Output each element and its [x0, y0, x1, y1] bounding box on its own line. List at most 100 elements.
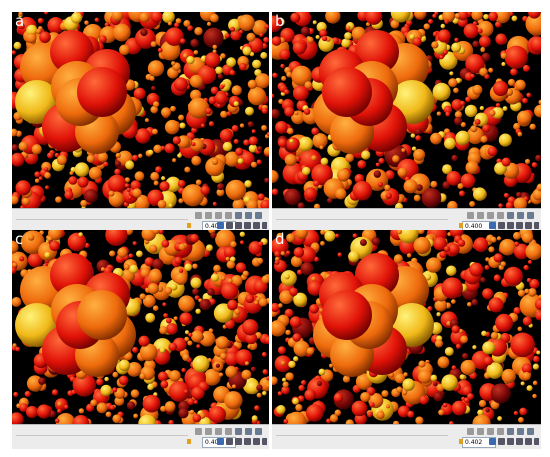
sphere	[485, 257, 490, 262]
sphere	[272, 237, 289, 256]
sphere	[397, 405, 410, 418]
sphere	[210, 232, 217, 239]
sphere	[178, 295, 195, 312]
button[interactable]	[253, 222, 260, 229]
button[interactable]	[534, 222, 539, 229]
sphere	[205, 244, 213, 252]
sphere	[460, 359, 476, 376]
sphere	[504, 45, 528, 69]
sphere	[261, 275, 269, 284]
button[interactable]	[262, 438, 267, 445]
sphere	[97, 151, 109, 163]
sphere	[378, 157, 385, 164]
button[interactable]	[507, 222, 514, 229]
sphere	[402, 390, 408, 396]
button[interactable]	[516, 438, 523, 445]
button[interactable]	[195, 428, 202, 435]
button[interactable]	[217, 438, 224, 445]
sphere	[361, 150, 371, 160]
button[interactable]	[489, 438, 496, 445]
button[interactable]	[477, 428, 484, 435]
button[interactable]	[489, 222, 496, 229]
sphere	[44, 172, 51, 179]
button[interactable]	[497, 212, 504, 219]
button[interactable]	[498, 438, 505, 445]
sphere	[517, 289, 526, 297]
sphere	[171, 61, 176, 66]
button[interactable]	[235, 222, 242, 229]
button[interactable]	[255, 428, 262, 435]
button[interactable]	[226, 438, 233, 445]
sphere	[502, 106, 508, 112]
button[interactable]	[255, 212, 262, 219]
button[interactable]	[525, 438, 532, 445]
sphere	[174, 256, 183, 265]
button[interactable]	[244, 438, 251, 445]
sphere	[174, 271, 188, 285]
button[interactable]	[516, 222, 523, 229]
sphere	[311, 276, 316, 282]
sphere	[190, 330, 204, 343]
button[interactable]	[215, 212, 222, 219]
sphere	[160, 405, 167, 412]
sphere	[205, 107, 212, 115]
button[interactable]	[245, 212, 252, 219]
sphere	[263, 146, 269, 156]
button[interactable]	[205, 428, 212, 435]
button[interactable]	[244, 222, 251, 229]
button[interactable]	[527, 212, 534, 219]
button[interactable]	[235, 212, 242, 219]
sphere	[369, 402, 375, 408]
button[interactable]	[217, 222, 224, 229]
button[interactable]	[253, 438, 260, 445]
button[interactable]	[517, 428, 524, 435]
sphere	[84, 20, 89, 26]
sphere	[499, 238, 516, 256]
sphere	[112, 414, 122, 424]
button[interactable]	[225, 212, 232, 219]
button[interactable]	[226, 222, 233, 229]
button[interactable]	[527, 428, 534, 435]
sphere	[337, 252, 342, 257]
button[interactable]	[225, 428, 232, 435]
sphere	[293, 247, 305, 258]
button[interactable]	[487, 428, 494, 435]
button[interactable]	[235, 438, 242, 445]
sphere	[181, 368, 186, 373]
button[interactable]	[467, 428, 474, 435]
button[interactable]	[215, 428, 222, 435]
sphere	[454, 37, 459, 43]
sphere	[534, 104, 541, 118]
button[interactable]	[477, 212, 484, 219]
button[interactable]	[525, 222, 532, 229]
button[interactable]	[498, 222, 505, 229]
button[interactable]	[467, 212, 474, 219]
sphere	[472, 84, 483, 95]
button[interactable]	[534, 438, 539, 445]
button[interactable]	[507, 438, 514, 445]
sphere	[318, 368, 326, 376]
sphere	[472, 40, 480, 48]
button[interactable]	[205, 212, 212, 219]
sphere	[313, 203, 321, 208]
button[interactable]	[235, 428, 242, 435]
sphere	[225, 179, 247, 201]
sphere	[88, 166, 102, 180]
sphere	[448, 243, 460, 255]
sphere	[291, 65, 312, 87]
button[interactable]	[497, 428, 504, 435]
sphere	[132, 346, 139, 354]
button[interactable]	[195, 212, 202, 219]
button[interactable]	[507, 428, 514, 435]
button[interactable]	[517, 212, 524, 219]
sphere	[427, 306, 433, 312]
sphere	[237, 158, 244, 164]
button[interactable]	[507, 212, 514, 219]
timeline	[276, 212, 448, 220]
button[interactable]	[262, 222, 267, 229]
button[interactable]	[487, 212, 494, 219]
sphere	[78, 232, 83, 237]
sphere	[260, 199, 269, 208]
button[interactable]	[245, 428, 252, 435]
sphere	[225, 256, 230, 262]
